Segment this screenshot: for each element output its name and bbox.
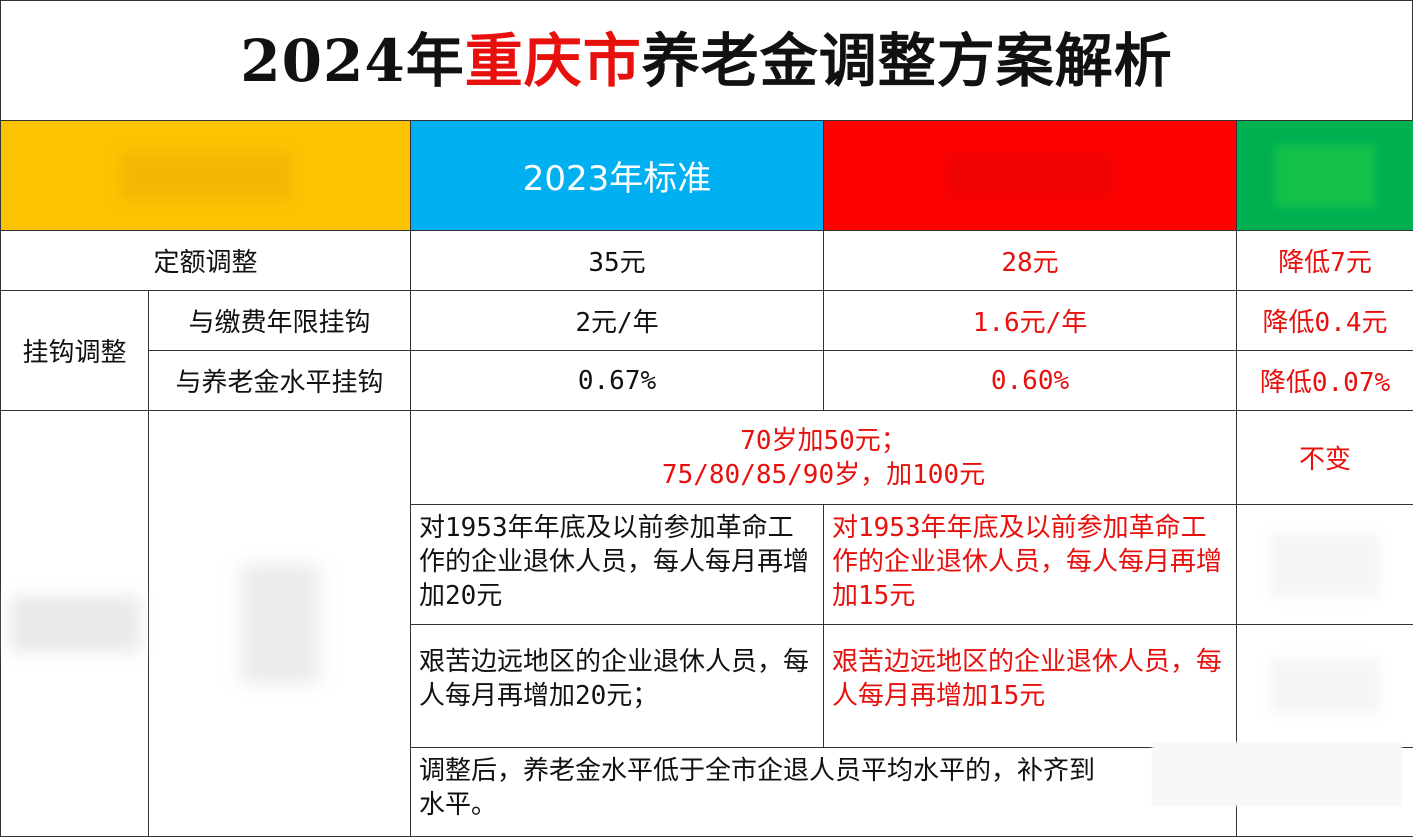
blurred-change-cell xyxy=(1237,625,1413,748)
value-2024: 0.60% xyxy=(824,351,1237,411)
topup-cell: 调整后，养老金水平低于全市企退人员平均水平的，补齐到 水平。 xyxy=(411,748,1237,837)
topup-text-end: 水平。 xyxy=(419,790,497,820)
title-city: 重庆市 xyxy=(465,27,642,95)
blurred-label xyxy=(121,153,291,199)
header-change-cell xyxy=(1237,121,1413,231)
value-2024: 1.6元/年 xyxy=(824,291,1237,351)
value-2023: 2元/年 xyxy=(411,291,824,351)
table-row: 与养老金水平挂钩 0.67% 0.60% 降低0.07% xyxy=(1,351,1413,411)
remote-2023: 艰苦边远地区的企业退休人员，每人每月再增加20元； xyxy=(411,625,824,748)
age-bonus-cell: 70岁加50元； 75/80/85/90岁，加100元 xyxy=(411,411,1237,505)
title-rest: 养老金调整方案解析 xyxy=(642,27,1173,95)
value-change: 降低0.07% xyxy=(1237,351,1413,411)
table-row: 挂钩调整 与缴费年限挂钩 2元/年 1.6元/年 降低0.4元 xyxy=(1,291,1413,351)
table-row: 70岁加50元； 75/80/85/90岁，加100元 不变 xyxy=(1,411,1413,505)
remote-2024: 艰苦边远地区的企业退休人员，每人每月再增加15元 xyxy=(824,625,1237,748)
value-2023: 0.67% xyxy=(411,351,824,411)
blurred-change-cell xyxy=(1237,505,1413,625)
blurred-label xyxy=(945,153,1115,199)
blurred-watermark xyxy=(1152,742,1402,806)
header-project-cell xyxy=(1,121,411,231)
age-bonus-line1: 70岁加50元； xyxy=(411,424,1236,458)
value-change: 降低7元 xyxy=(1237,231,1413,291)
title-year: 2024年 xyxy=(240,27,464,95)
pension-comparison-table: 2023年标准 定额调整 35元 28元 降低7元 挂钩调整 与缴费年限挂钩 2… xyxy=(0,120,1413,837)
value-change: 不变 xyxy=(1237,411,1413,505)
veteran-2024: 对1953年年底及以前参加革命工作的企业退休人员，每人每月再增加15元 xyxy=(824,505,1237,625)
blurred-category-cell xyxy=(1,411,149,837)
blurred-subcategory-cell xyxy=(149,411,411,837)
veteran-2023: 对1953年年底及以前参加革命工作的企业退休人员，每人每月再增加20元 xyxy=(411,505,824,625)
header-2024-cell xyxy=(824,121,1237,231)
row-label: 与缴费年限挂钩 xyxy=(149,291,411,351)
age-bonus-line2: 75/80/85/90岁，加100元 xyxy=(411,458,1236,492)
row-label: 定额调整 xyxy=(1,231,411,291)
page-title: 2024年重庆市养老金调整方案解析 xyxy=(0,0,1413,122)
value-2023: 35元 xyxy=(411,231,824,291)
value-change: 降低0.4元 xyxy=(1237,291,1413,351)
blurred-label xyxy=(1275,145,1375,207)
row-label: 与养老金水平挂钩 xyxy=(149,351,411,411)
header-row: 2023年标准 xyxy=(1,121,1413,231)
group-label: 挂钩调整 xyxy=(1,291,149,411)
value-2024: 28元 xyxy=(824,231,1237,291)
header-2023-cell: 2023年标准 xyxy=(411,121,824,231)
table-row: 定额调整 35元 28元 降低7元 xyxy=(1,231,1413,291)
topup-text: 调整后，养老金水平低于全市企退人员平均水平的，补齐到 xyxy=(419,756,1095,786)
